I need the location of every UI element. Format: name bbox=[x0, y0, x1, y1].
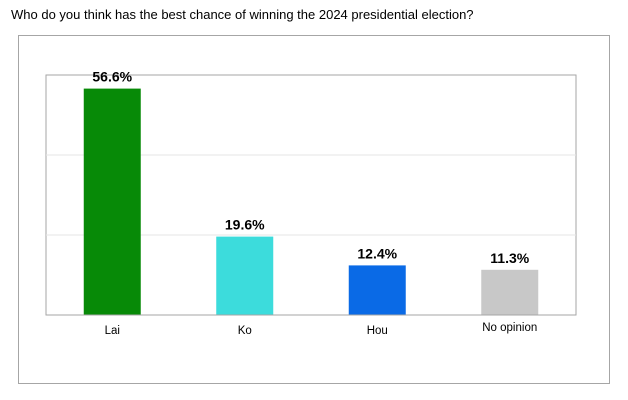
category-label-hou: Hou bbox=[367, 325, 388, 337]
category-label-no-opinion: No opinion bbox=[482, 322, 537, 334]
value-label-no-opinion: 11.3% bbox=[490, 250, 529, 266]
bar-lai bbox=[83, 88, 141, 315]
value-label-hou: 12.4% bbox=[357, 245, 397, 261]
value-label-lai: 56.6% bbox=[92, 69, 132, 85]
category-label-ko: Ko bbox=[238, 325, 252, 337]
category-label-lai: Lai bbox=[105, 325, 120, 337]
bar-value-labels: 56.6% 19.6% 12.4% 11.3% bbox=[92, 69, 529, 266]
value-label-ko: 19.6% bbox=[225, 217, 265, 233]
bars bbox=[83, 88, 539, 315]
category-labels: Lai Ko Hou No opinion bbox=[105, 322, 538, 337]
question-title: Who do you think has the best chance of … bbox=[11, 7, 474, 22]
bar-ko bbox=[216, 236, 274, 315]
bar-hou bbox=[348, 265, 406, 315]
bar-no-opinion bbox=[481, 269, 539, 315]
